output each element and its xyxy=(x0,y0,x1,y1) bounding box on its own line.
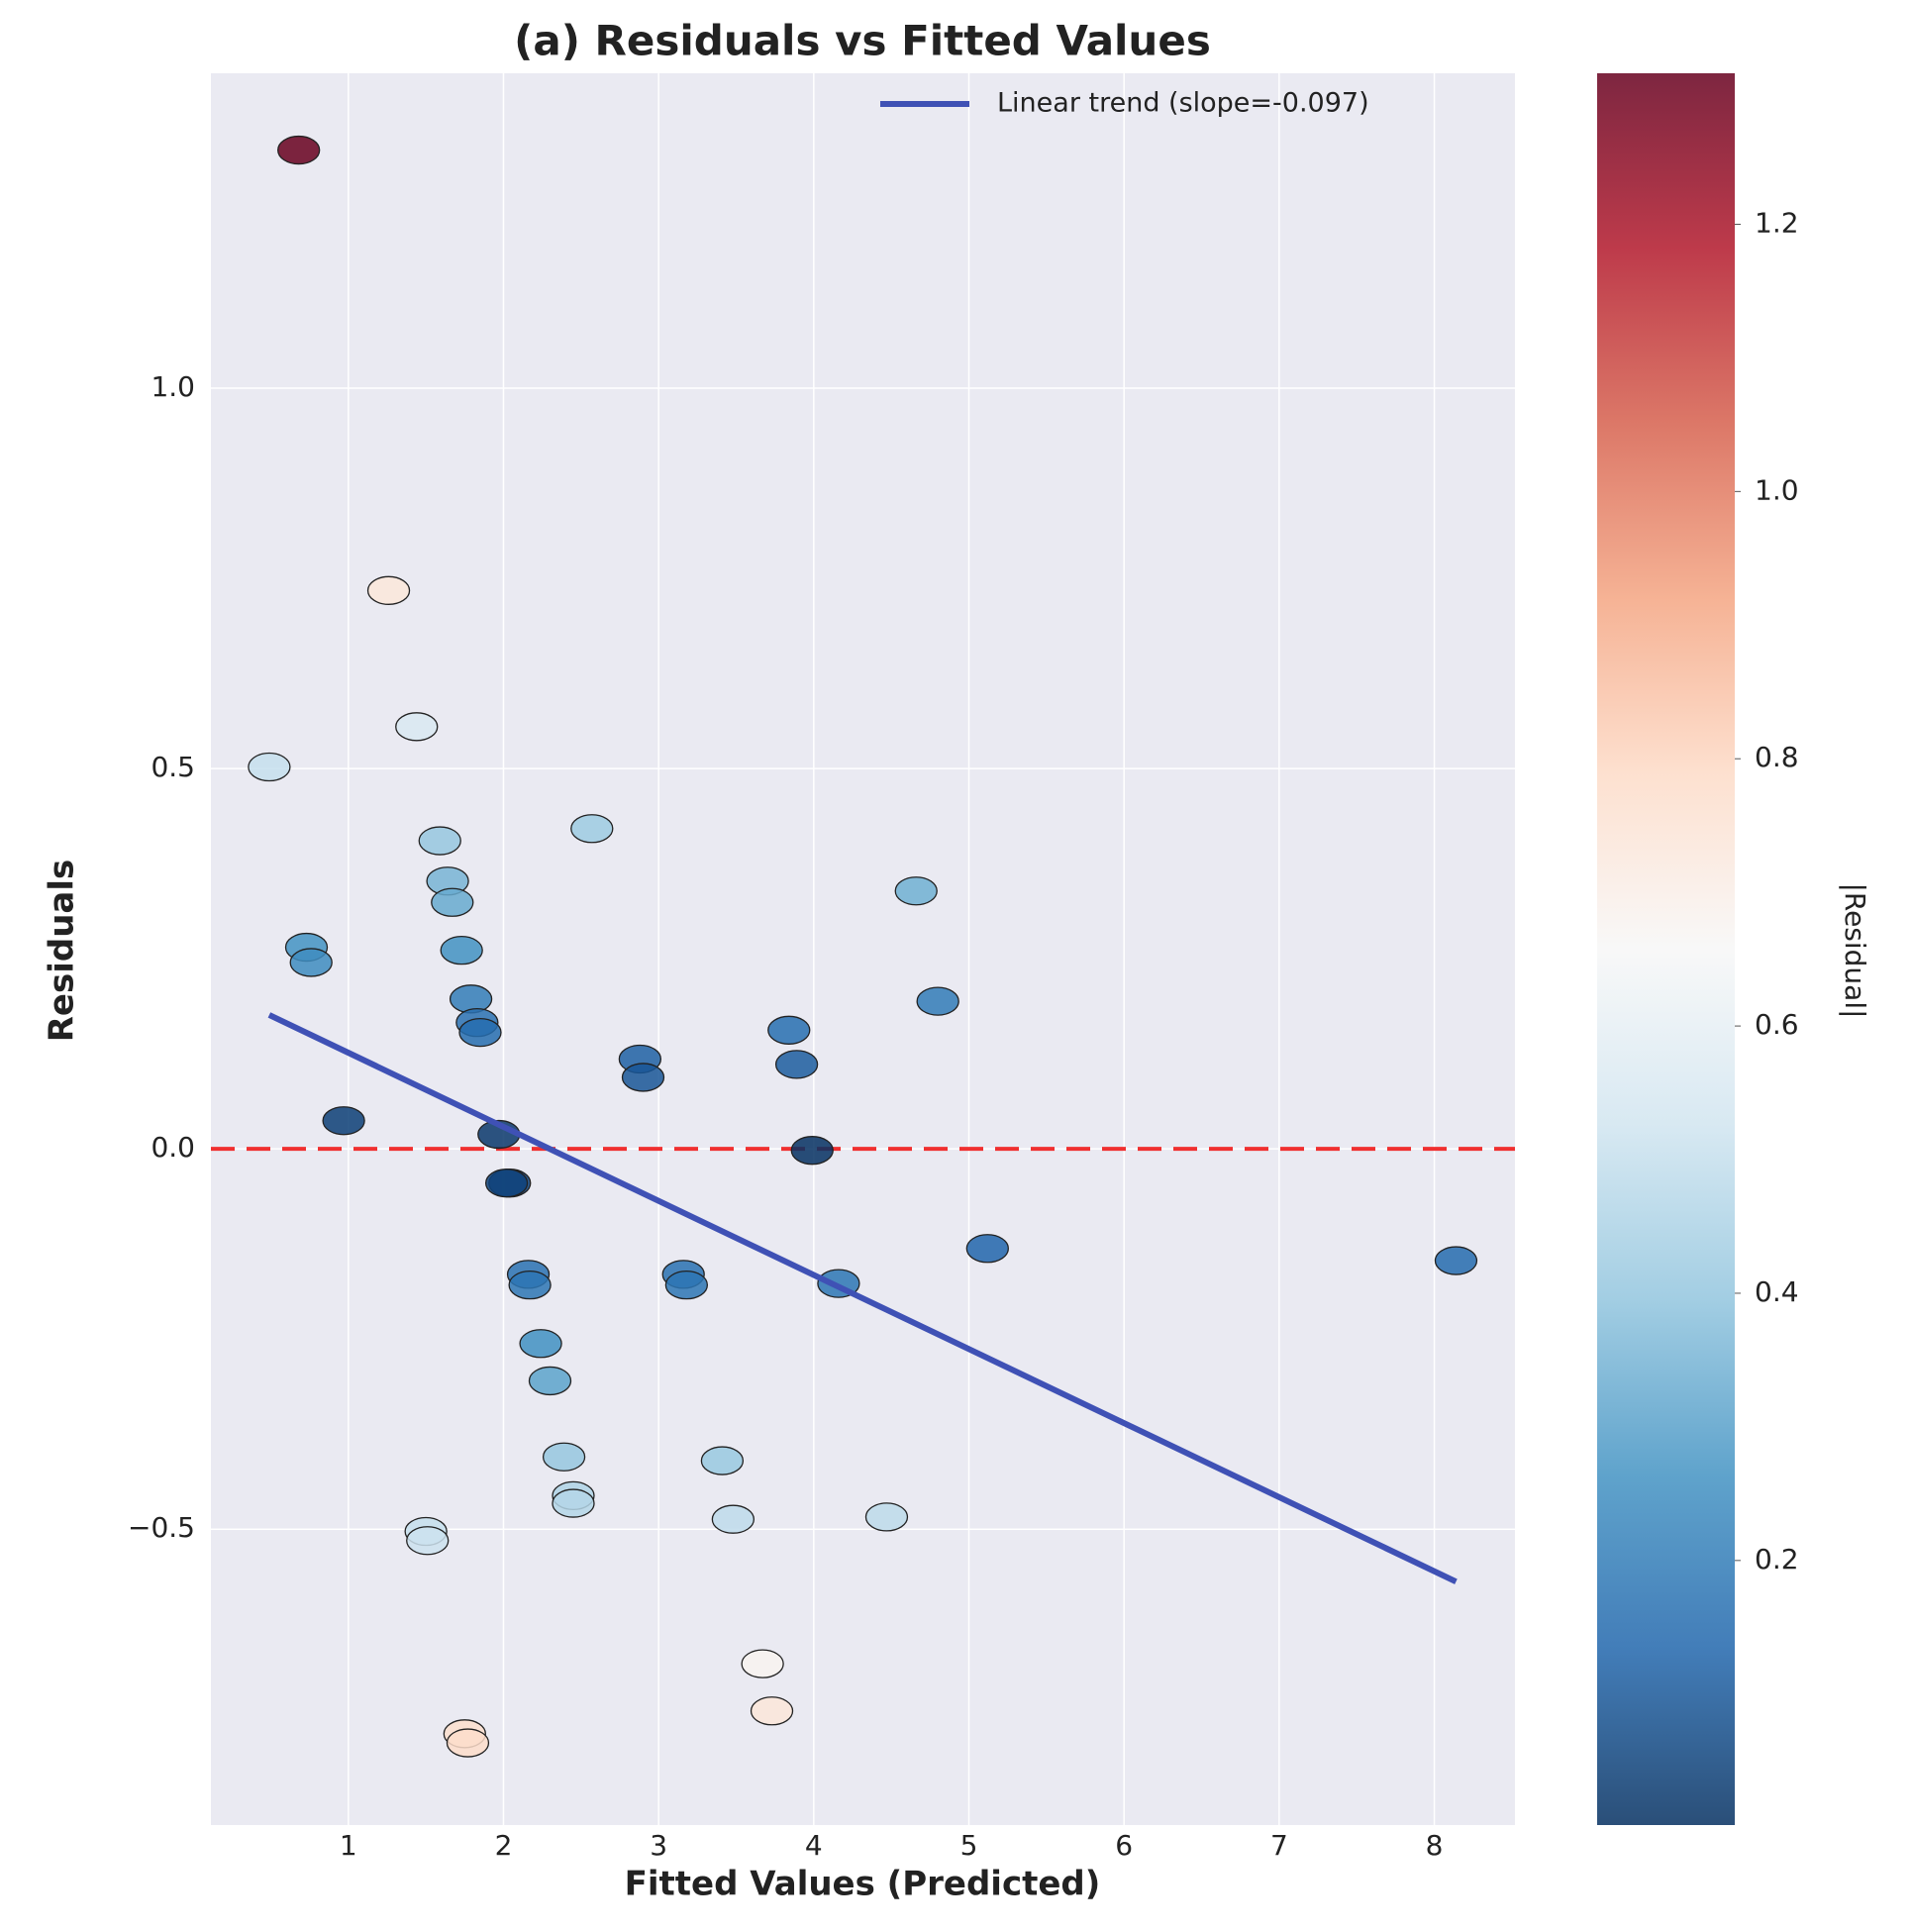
x-tick-label: 7 xyxy=(1270,1829,1288,1862)
scatter-point xyxy=(406,1526,450,1556)
y-tick-label: 0.0 xyxy=(151,1131,195,1164)
scatter-point xyxy=(741,1649,784,1678)
scatter-point xyxy=(774,1050,819,1079)
colorbar-label: |Residual| xyxy=(1839,882,1871,1018)
colorbar-tick-label: 0.8 xyxy=(1755,741,1799,773)
y-tick-label: 1.0 xyxy=(151,370,195,403)
scatter-point xyxy=(289,948,333,977)
x-tick-label: 3 xyxy=(650,1829,667,1862)
scatter-point xyxy=(277,135,321,165)
scatter-point xyxy=(750,1696,794,1726)
y-tick-label: 0.5 xyxy=(151,751,195,783)
x-tick-label: 6 xyxy=(1115,1829,1133,1862)
scatter-point xyxy=(965,1234,1009,1264)
scatter-point xyxy=(1434,1246,1478,1275)
scatter-point xyxy=(664,1270,709,1300)
colorbar-tick-label: 1.2 xyxy=(1755,206,1799,239)
scatter-point xyxy=(440,936,483,966)
scatter-point xyxy=(711,1504,755,1534)
y-tick-label: −0.5 xyxy=(128,1511,195,1544)
x-tick-label: 5 xyxy=(960,1829,978,1862)
scatter-point xyxy=(366,575,411,605)
scatter-point xyxy=(916,986,959,1016)
scatter-point xyxy=(508,1270,552,1300)
colorbar-tick-label: 0.6 xyxy=(1755,1008,1799,1041)
x-tick-label: 2 xyxy=(495,1829,513,1862)
colorbar xyxy=(1597,73,1735,1825)
scatter-point xyxy=(864,1502,909,1532)
x-tick-label: 1 xyxy=(340,1829,357,1862)
scatter-point xyxy=(790,1136,834,1166)
scatter-point xyxy=(395,712,439,742)
x-tick-label: 8 xyxy=(1426,1829,1444,1862)
colorbar-tick-label: 0.2 xyxy=(1755,1543,1799,1576)
chart-title: (a) Residuals vs Fitted Values xyxy=(514,17,1211,65)
scatter-point xyxy=(767,1015,811,1045)
x-axis-label: Fitted Values (Predicted) xyxy=(625,1865,1101,1904)
plot-background xyxy=(211,73,1515,1825)
scatter-point xyxy=(621,1063,665,1092)
scatter-point xyxy=(700,1446,745,1475)
scatter-point xyxy=(484,1169,529,1198)
scatter-point xyxy=(894,876,938,906)
scatter-point xyxy=(570,814,614,844)
scatter-point xyxy=(446,1728,490,1758)
scatter-point xyxy=(542,1442,586,1472)
colorbar-tick-label: 0.4 xyxy=(1755,1275,1799,1308)
scatter-point xyxy=(248,752,291,782)
legend-label: Linear trend (slope=-0.097) xyxy=(997,88,1369,119)
colorbar-tick-label: 1.0 xyxy=(1755,473,1799,506)
scatter-point xyxy=(322,1106,365,1136)
scatter-point xyxy=(458,1017,502,1048)
x-tick-label: 4 xyxy=(805,1829,823,1862)
y-axis-label: Residuals xyxy=(43,860,82,1043)
scatter-point xyxy=(552,1488,595,1518)
scatter-point xyxy=(418,826,461,856)
trend-line xyxy=(267,1012,1458,1584)
scatter-point xyxy=(431,887,474,917)
scatter-point xyxy=(528,1366,572,1396)
scatter-point xyxy=(519,1329,562,1359)
